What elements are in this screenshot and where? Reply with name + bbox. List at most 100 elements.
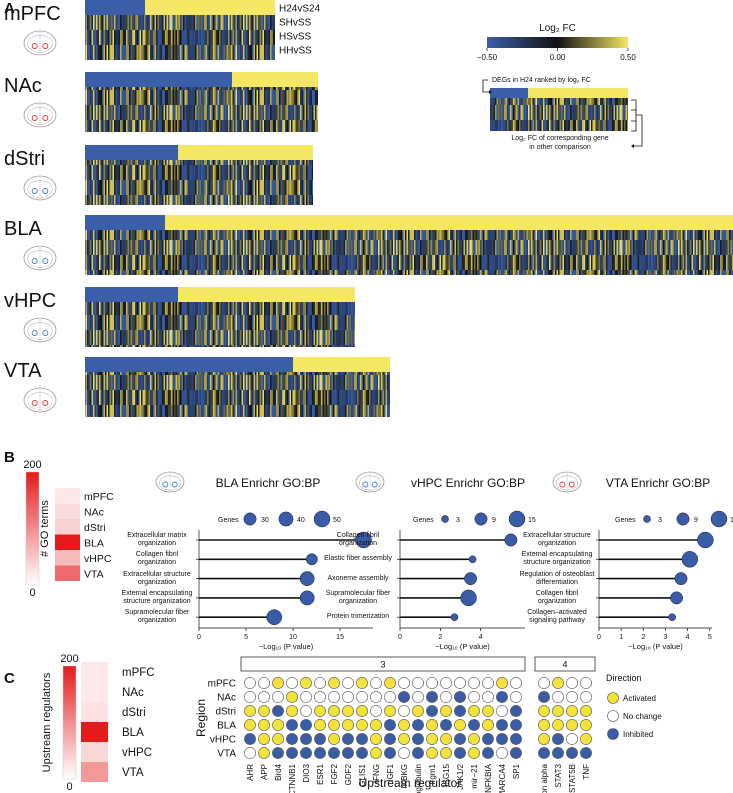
direction-dot [454, 719, 466, 731]
size-legend-dot [243, 512, 257, 526]
category-label: dStri [122, 707, 146, 719]
panel-letter: C [4, 670, 15, 687]
lollipop-dot [299, 590, 315, 606]
size-legend-label: 50 [333, 517, 341, 524]
direction-dot [272, 705, 284, 717]
direction-dot [314, 719, 326, 731]
column-label: GDF2 [344, 763, 353, 785]
x-tick-label: 4 [686, 634, 690, 641]
direction-dot [328, 733, 340, 745]
lollipop-dot [266, 609, 283, 626]
direction-dot [244, 733, 256, 745]
brain-region [371, 481, 378, 488]
heatmap-cell [55, 488, 80, 504]
column-label: Immunoglobulin [414, 764, 423, 793]
brain-region [42, 115, 49, 121]
direction-dot [258, 747, 270, 759]
heatmap-cell [81, 742, 108, 762]
brain-region [31, 258, 38, 264]
heatmap-top-positive [165, 215, 733, 230]
direction-dot [370, 733, 382, 745]
direction-dot [538, 719, 550, 731]
column-label: Irgm1 [428, 763, 437, 784]
lollipop-dot [460, 589, 477, 607]
panel-letter: B [4, 449, 15, 466]
legend-label: No change [623, 712, 662, 721]
direction-dot [552, 747, 564, 759]
row-label: vHPC [210, 735, 236, 746]
schematic-top-negative [490, 88, 528, 98]
heatmap-top-negative [85, 72, 232, 87]
direction-dot [398, 705, 410, 717]
direction-dot [356, 691, 368, 703]
direction-dot [440, 719, 452, 731]
size-legend-dot [441, 515, 449, 523]
category-label: VTA [84, 568, 104, 580]
direction-dot [468, 747, 480, 759]
column-label: JAK1/2 [456, 763, 465, 789]
column-label: STAT3 [554, 763, 563, 787]
x-tick-label: 0 [398, 634, 402, 641]
heatmap-cell [81, 702, 108, 722]
direction-dot [370, 719, 382, 731]
direction-dot [552, 719, 564, 731]
direction-dot [482, 733, 494, 745]
brain-icon [23, 102, 57, 128]
direction-dot [328, 719, 340, 731]
direction-dot [496, 691, 508, 703]
direction-dot [566, 691, 578, 703]
size-legend-dot [710, 510, 728, 528]
brain-region [31, 188, 38, 194]
direction-dot [258, 719, 270, 731]
direction-dot [356, 719, 368, 731]
column-label: IFNG [372, 764, 381, 783]
heatmap-top-negative [85, 357, 293, 372]
lollipop-dot [670, 591, 683, 605]
x-tick-label: 2 [438, 634, 442, 641]
direction-dot [314, 733, 326, 745]
direction-dot [426, 719, 438, 731]
x-tick-label: 2 [641, 634, 645, 641]
direction-dot [286, 747, 298, 759]
lollipop-dot [668, 613, 676, 622]
size-legend-title: Genes [615, 517, 636, 524]
direction-dot [566, 719, 578, 731]
x-axis-label: −Log₁₀ (P value) [435, 642, 490, 651]
group-label: 3 [380, 660, 385, 670]
direction-dot [342, 705, 354, 717]
heatmap-lower [85, 15, 275, 60]
colorbar-tick-label: 0 [66, 781, 72, 793]
direction-dot [538, 705, 550, 717]
direction-dot [384, 747, 396, 759]
column-label: IKBKG [400, 764, 409, 788]
size-legend-label: 9 [492, 517, 496, 524]
chart-title: BLA Enrichr GO:BP [216, 476, 321, 490]
legend-label: Activated [623, 694, 656, 703]
heatmap-lower [85, 302, 355, 347]
direction-dot [468, 677, 480, 689]
colorbar-title: Log₂ FC [539, 23, 576, 34]
direction-dot [300, 705, 312, 717]
direction-dot [454, 691, 466, 703]
row-label: HSvSS [279, 32, 312, 43]
direction-dot [580, 719, 592, 731]
row-label: NAc [217, 693, 236, 704]
direction-dot [426, 691, 438, 703]
direction-dot [454, 677, 466, 689]
x-tick-label: 0 [597, 634, 601, 641]
brain-icon [23, 30, 57, 56]
brain-region [171, 481, 178, 488]
direction-dot [510, 733, 522, 745]
column-label: Interferon alpha [540, 763, 549, 793]
group-header [534, 656, 596, 672]
legend-title: Direction [606, 673, 642, 683]
direction-dot [580, 677, 592, 689]
direction-dot [440, 705, 452, 717]
direction-dot [468, 691, 480, 703]
y-axis-label: Region [194, 699, 208, 737]
row-label: HHvSS [279, 46, 312, 57]
column-label: DIO3 [302, 763, 311, 782]
heatmap-cell [55, 519, 80, 535]
direction-dot [468, 705, 480, 717]
category-label: dStri [84, 522, 106, 534]
